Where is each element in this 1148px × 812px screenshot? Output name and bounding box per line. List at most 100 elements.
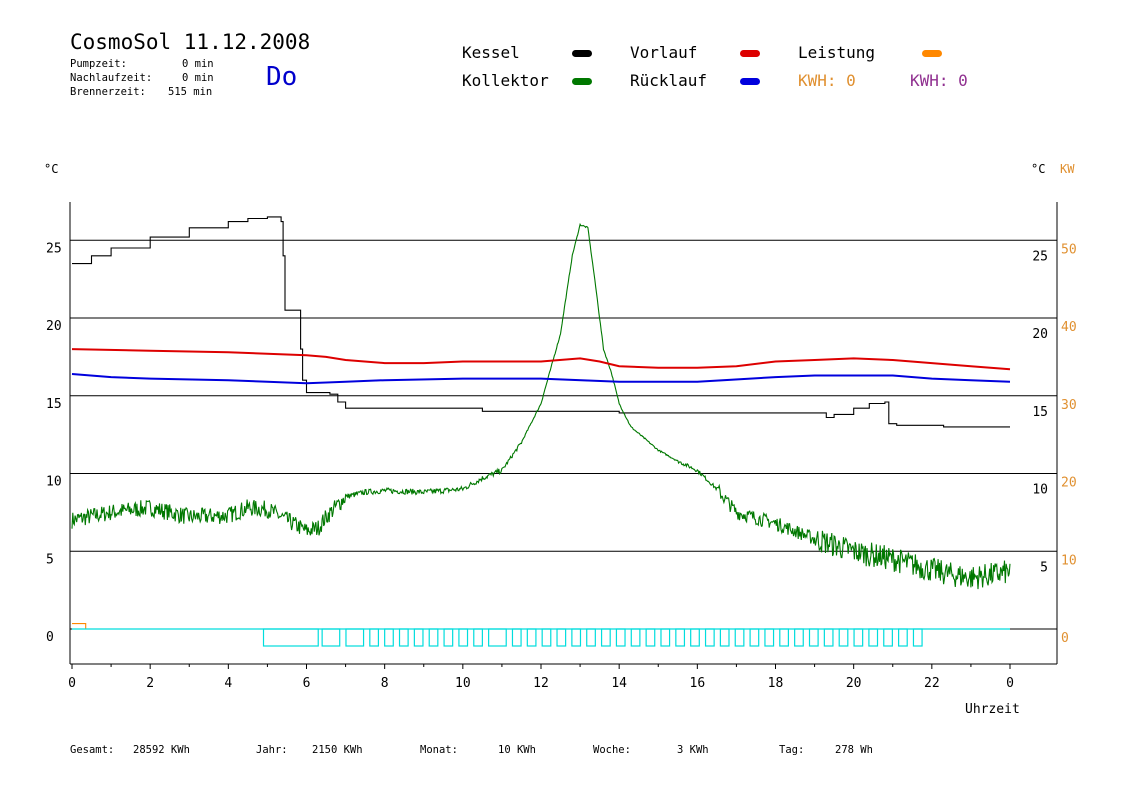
legend-vorlauf: Vorlauf <box>630 43 698 62</box>
pump-period <box>488 628 507 647</box>
pump-period <box>630 628 641 647</box>
weekday: Do <box>266 62 298 92</box>
pump-period <box>749 628 760 647</box>
pump-period <box>413 628 424 647</box>
monat-label: Monat: <box>420 744 458 756</box>
pump-period <box>473 628 483 647</box>
x-tick-label: 14 <box>611 676 627 691</box>
pump-period <box>764 628 775 647</box>
woche-value: 3 KWh <box>677 744 709 756</box>
pump-period <box>615 628 626 647</box>
series-vorlauf <box>71 348 1011 371</box>
brennerzeit-label: Brennerzeit: <box>70 86 146 98</box>
y-tick-label-right: 20 <box>1032 327 1048 342</box>
legend-ruecklauf: Rücklauf <box>630 71 708 90</box>
grid-layer <box>70 239 1057 630</box>
pump-period <box>384 628 394 647</box>
y-axis-right-unit: °C <box>1031 162 1046 176</box>
pump-period <box>428 628 439 647</box>
jahr-label: Jahr: <box>256 744 288 756</box>
x-tick-label: 4 <box>224 676 232 691</box>
pump-period <box>779 628 789 647</box>
pump-period <box>458 628 469 647</box>
pump-period <box>719 628 730 647</box>
pump-period <box>912 628 923 647</box>
legend-vorlauf-swatch <box>740 50 760 57</box>
brennerzeit-value: 515 min <box>168 86 213 98</box>
pump-period <box>262 628 319 647</box>
gesamt-value: 28592 KWh <box>133 744 190 756</box>
y-axis-left-unit: °C <box>44 162 59 176</box>
pump-period <box>704 628 715 647</box>
pump-period <box>321 628 341 647</box>
y-tick-label-kw: 50 <box>1061 242 1077 257</box>
y-tick-label-kw: 20 <box>1061 476 1077 491</box>
pump-period <box>345 628 365 647</box>
legend-kwh-1: KWH: 0 <box>798 71 856 90</box>
pump-period <box>808 628 819 647</box>
pump-period <box>898 628 908 647</box>
legend-ruecklauf-swatch <box>740 78 760 85</box>
pump-period <box>853 628 864 647</box>
series-leistung <box>72 623 1010 630</box>
pump-period <box>868 628 879 647</box>
pump-period <box>586 628 596 647</box>
gesamt-label: Gesamt: <box>70 744 115 756</box>
pump-period <box>443 628 454 647</box>
pump-period <box>571 628 582 647</box>
y-tick-label-left: 10 <box>46 475 62 490</box>
y-tick-label-right: 25 <box>1032 249 1048 264</box>
x-tick-label: 18 <box>768 676 784 691</box>
pump-period <box>794 628 804 647</box>
pump-period <box>690 628 700 647</box>
series-kessel <box>72 216 1010 428</box>
pump-period <box>511 628 522 647</box>
tag-value: 278 Wh <box>835 744 873 756</box>
y-tick-label-left: 25 <box>46 241 62 256</box>
pump-period <box>734 628 745 647</box>
legend-kollektor: Kollektor <box>462 71 549 90</box>
chart-title: CosmoSol 11.12.2008 <box>70 30 311 54</box>
y-tick-label-right: 15 <box>1032 405 1048 420</box>
y-tick-label-right: 5 <box>1040 560 1048 575</box>
y-tick-label-kw: 30 <box>1061 398 1077 413</box>
series-kollektor <box>71 222 1011 590</box>
x-tick-label: 0 <box>68 676 76 691</box>
legend-kessel-swatch <box>572 50 592 57</box>
tag-label: Tag: <box>779 744 805 756</box>
x-tick-label: 16 <box>690 676 706 691</box>
jahr-value: 2150 KWh <box>312 744 363 756</box>
pump-period <box>556 628 567 647</box>
pump-period <box>675 628 686 647</box>
legend-leistung-swatch <box>922 50 942 57</box>
x-tick-label: 10 <box>455 676 471 691</box>
pumpzeit-value: 0 min <box>182 58 214 70</box>
pump-period <box>645 628 656 647</box>
x-tick-label: 6 <box>303 676 311 691</box>
pump-period <box>369 628 380 647</box>
legend-kollektor-swatch <box>572 78 592 85</box>
x-tick-label: 0 <box>1006 676 1014 691</box>
y-tick-label-left: 20 <box>46 319 62 334</box>
legend-kwh-2: KWH: 0 <box>910 71 968 90</box>
axis-layer: 0 5 10 15 20 25 5 10 15 20 25 0 10 20 30 40 50 0 2 4 6 8 10 12 1… <box>46 202 1077 691</box>
nachlaufzeit-label: Nachlaufzeit: <box>70 72 153 84</box>
monat-value: 10 KWh <box>498 744 536 756</box>
x-axis-label: Uhrzeit <box>965 702 1020 717</box>
series-layer <box>71 216 1011 647</box>
y-tick-label-kw: 0 <box>1061 631 1069 646</box>
y-axis-kw-unit: KW <box>1060 162 1075 176</box>
nachlaufzeit-value: 0 min <box>182 72 214 84</box>
pump-period <box>838 628 849 647</box>
pump-period <box>600 628 611 647</box>
x-tick-label: 22 <box>924 676 940 691</box>
y-tick-label-kw: 10 <box>1061 553 1077 568</box>
pumpzeit-label: Pumpzeit: <box>70 58 127 70</box>
pump-period <box>823 628 834 647</box>
x-tick-label: 12 <box>533 676 549 691</box>
x-tick-label: 2 <box>146 676 154 691</box>
pump-period <box>526 628 537 647</box>
pump-period <box>883 628 893 647</box>
pump-period <box>398 628 409 647</box>
